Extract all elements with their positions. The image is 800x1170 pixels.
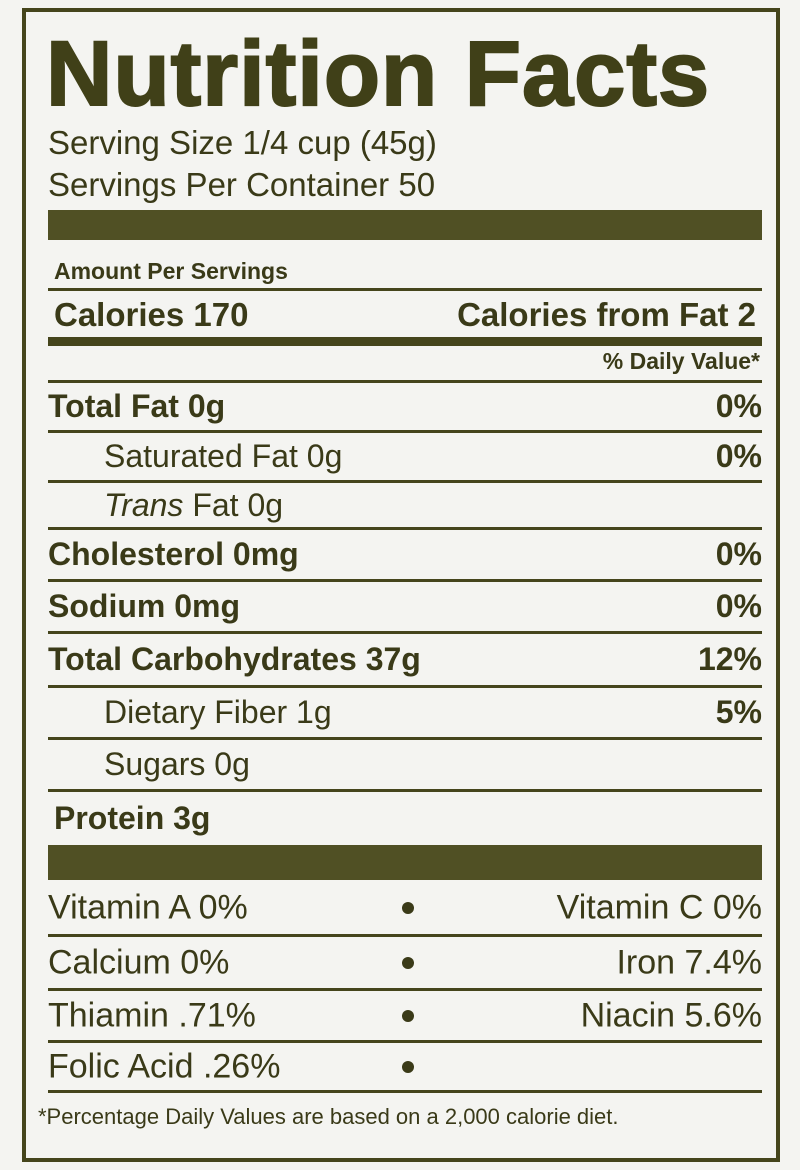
vitamin-row: Calcium 0% Iron 7.4%: [48, 937, 762, 991]
bullet: [402, 956, 414, 969]
daily-value-header: % Daily Value*: [602, 348, 760, 374]
vitamin-row: Thiamin .71% Niacin 5.6%: [48, 991, 762, 1043]
footnote: *Percentage Daily Values are based on a …: [38, 1104, 619, 1129]
nutrient: Saturated Fat 0g: [104, 438, 343, 474]
label-border: [22, 8, 780, 1162]
nutrient-row: Total Carbohydrates 37g 12%: [48, 634, 762, 688]
medium-bar: [48, 337, 762, 346]
nutrient-row: Saturated Fat 0g 0%: [48, 433, 762, 483]
vitamin-row: Folic Acid .26%: [48, 1043, 762, 1093]
nutrient: Cholesterol 0mg: [48, 536, 299, 572]
nutrient: Dietary Fiber 1g: [104, 694, 332, 730]
nutrient: Protein 3g: [54, 800, 211, 836]
vitamin: Iron 7.4%: [616, 943, 762, 981]
vitamin: Vitamin C 0%: [556, 888, 762, 927]
calories: Calories 170: [54, 296, 249, 333]
bullet: [402, 1060, 414, 1073]
bullet: [402, 902, 414, 914]
nutrient-row: Sugars 0g: [48, 740, 762, 792]
thick-bar: [48, 845, 762, 880]
bullet: [402, 1009, 414, 1022]
nutrient: Total Fat 0g: [48, 388, 226, 424]
nutrient-row: Dietary Fiber 1g 5%: [48, 688, 762, 740]
daily-value: 5%: [715, 694, 762, 730]
nutrient: Fat 0g: [192, 486, 284, 523]
nutrient: Sodium 0mg: [48, 588, 241, 624]
nutrient-row: Total Fat 0g 0%: [48, 383, 762, 433]
servings-per-container: Servings Per Container 50: [48, 166, 436, 203]
vitamin: Vitamin A 0%: [48, 888, 248, 927]
nutrient: Total Carbohydrates 37g: [48, 641, 421, 677]
title: Nutrition Facts: [45, 22, 711, 126]
thick-bar: [48, 210, 762, 240]
vitamin-row: Vitamin A 0% Vitamin C 0%: [48, 882, 762, 937]
serving-size: Serving Size 1/4 cup (45g): [48, 124, 437, 161]
daily-value: 0%: [715, 588, 762, 624]
daily-value: 0%: [715, 438, 762, 474]
nutrient: Sugars 0g: [104, 746, 250, 782]
calories-row: Calories 170 Calories from Fat 2: [48, 293, 762, 337]
vitamin: Folic Acid .26%: [48, 1047, 281, 1085]
vitamin: Niacin 5.6%: [580, 996, 762, 1034]
amount-per: Amount Per Servings: [54, 258, 288, 284]
rule: [48, 380, 762, 383]
nutrient-row: Protein 3g: [48, 792, 762, 845]
nutrient-row: Cholesterol 0mg 0%: [48, 530, 762, 582]
rule: [48, 288, 762, 291]
daily-value: 12%: [697, 641, 762, 677]
daily-value: 0%: [715, 388, 762, 424]
calories-from-fat: Calories from Fat 2: [457, 296, 756, 333]
vitamin: Calcium 0%: [48, 943, 230, 981]
nutrient-row: Sodium 0mg 0%: [48, 582, 762, 634]
nutrient-row: Trans Fat 0g: [48, 483, 762, 530]
daily-value: 0%: [715, 536, 762, 572]
vitamin: Thiamin .71%: [48, 996, 256, 1034]
nutrient-italic: Trans: [104, 486, 184, 523]
